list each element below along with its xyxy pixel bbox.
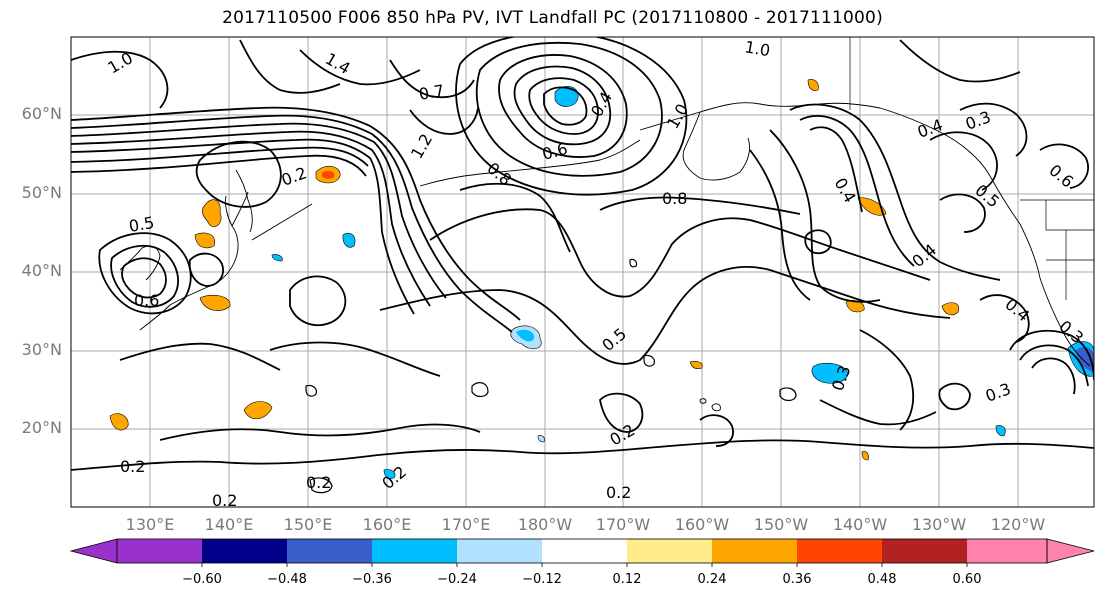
colorbar-segment xyxy=(117,539,202,563)
fill-patch xyxy=(194,232,216,249)
fill-patch xyxy=(342,232,356,248)
colorbar-tick-label: −0.36 xyxy=(352,572,392,587)
contour-label: 0.8 xyxy=(662,189,687,208)
colorbar-tick-label: 0.36 xyxy=(782,572,812,587)
colorbar-extend-right xyxy=(1046,538,1095,564)
contour-label: 1.0 xyxy=(743,37,771,60)
colorbar-segment xyxy=(712,539,797,563)
colorbar-tick-label: −0.24 xyxy=(437,572,477,587)
colorbar-tick-label: 0.24 xyxy=(697,572,727,587)
lat-label-60n: 60°N xyxy=(21,104,62,123)
fill-patch xyxy=(554,86,579,107)
colorbar-segment xyxy=(797,539,882,563)
colorbar-segment xyxy=(372,539,457,563)
fill-patch xyxy=(322,170,335,179)
fill-patch xyxy=(271,254,283,262)
fill-patch xyxy=(243,401,273,420)
colorbar-tick-label: −0.12 xyxy=(522,572,562,587)
lon-label: 120°W xyxy=(990,515,1046,534)
contour-label: 0.7 xyxy=(417,81,445,104)
colorbar-tick-label: 0.12 xyxy=(612,572,642,587)
colorbar-segment xyxy=(627,539,712,563)
contour-label: 0.6 xyxy=(134,291,159,310)
lon-label: 160°E xyxy=(362,515,412,534)
colorbar-tick-label: −0.60 xyxy=(182,572,222,587)
lon-label: 150°W xyxy=(753,515,809,534)
borders xyxy=(849,37,1094,300)
colorbar-tick-label: −0.48 xyxy=(267,572,307,587)
fill-patch xyxy=(201,199,222,227)
lon-label: 170°W xyxy=(595,515,651,534)
contour-label: 0.2 xyxy=(120,457,145,476)
fill-patch xyxy=(516,329,535,342)
fill-patch xyxy=(689,360,703,370)
contour-label: 0.2 xyxy=(212,491,237,510)
contour-label: 0.5 xyxy=(127,213,155,236)
pc-fill-patches xyxy=(109,79,1094,479)
colorbar-segment xyxy=(967,539,1047,563)
lon-label: 140°W xyxy=(832,515,888,534)
lon-label: 130°E xyxy=(125,515,175,534)
pv-contours xyxy=(71,37,1094,471)
lat-label-20n: 20°N xyxy=(21,418,62,437)
lon-label: 140°E xyxy=(204,515,254,534)
coastlines xyxy=(119,102,1091,412)
lat-label-40n: 40°N xyxy=(21,261,62,280)
lon-label: 170°E xyxy=(441,515,491,534)
fill-patch xyxy=(811,362,849,384)
fill-patch xyxy=(199,294,231,311)
colorbar-segment xyxy=(542,539,627,563)
fill-patch xyxy=(941,302,960,316)
fill-patch xyxy=(861,451,869,461)
fill-patch xyxy=(857,197,887,216)
thin-contours xyxy=(305,258,797,494)
map-title: 2017110500 F006 850 hPa PV, IVT Landfall… xyxy=(222,8,883,28)
fill-patch xyxy=(537,435,545,443)
colorbar xyxy=(69,538,1095,567)
fill-patch xyxy=(995,425,1006,437)
fill-patch xyxy=(109,413,129,431)
fill-patch xyxy=(383,469,396,479)
colorbar-tick-label: 0.60 xyxy=(952,572,982,587)
colorbar-extend-left xyxy=(69,538,118,564)
contour-label: 0.2 xyxy=(606,483,631,502)
lon-label: 130°W xyxy=(911,515,967,534)
fill-patch xyxy=(807,79,819,91)
map-panel: 1.0 1.4 1.0 0.4 0.8 0.6 0.8 0.7 1.2 0.2 … xyxy=(70,36,1095,510)
colorbar-segment xyxy=(287,539,372,563)
lon-label: 160°W xyxy=(674,515,730,534)
colorbar-segment xyxy=(882,539,967,563)
colorbar-segment xyxy=(202,539,287,563)
lat-label-50n: 50°N xyxy=(21,183,62,202)
lon-label: 150°E xyxy=(283,515,333,534)
lon-label: 180°W xyxy=(517,515,573,534)
colorbar-segment xyxy=(457,539,542,563)
contour-label: 0.2 xyxy=(306,473,331,492)
lat-label-30n: 30°N xyxy=(21,340,62,359)
colorbar-tick-label: 0.48 xyxy=(867,572,897,587)
